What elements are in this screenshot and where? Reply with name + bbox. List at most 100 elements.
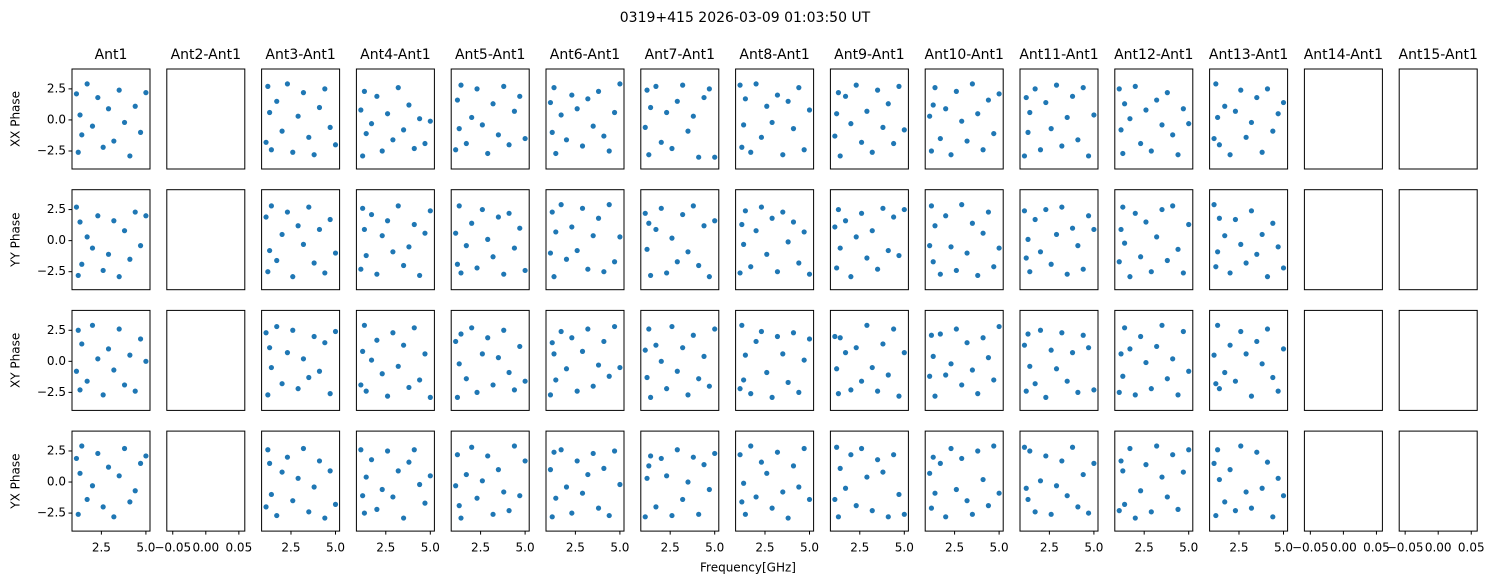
point [363, 388, 369, 394]
point [501, 489, 507, 495]
point [1148, 509, 1154, 515]
point [551, 274, 557, 280]
point [980, 147, 986, 153]
point [930, 259, 936, 265]
point [1118, 226, 1124, 233]
point [95, 356, 101, 362]
axes-frame [1019, 309, 1099, 411]
point [1064, 493, 1070, 499]
point [1091, 112, 1097, 118]
point [685, 392, 691, 398]
point [143, 358, 149, 364]
point [1025, 129, 1031, 135]
point [1215, 447, 1221, 453]
point [653, 226, 659, 233]
point [1120, 468, 1126, 474]
axes-frame [1019, 189, 1099, 291]
point [1280, 99, 1287, 106]
point [769, 505, 775, 511]
point [664, 386, 670, 392]
point [806, 336, 813, 342]
point [453, 230, 459, 236]
point [290, 498, 296, 504]
point [975, 272, 981, 279]
point [1254, 338, 1260, 345]
axes-frame [1114, 68, 1194, 170]
point [669, 235, 675, 241]
point [1021, 342, 1028, 348]
point [742, 208, 748, 214]
point [1170, 203, 1176, 209]
point [1275, 244, 1281, 250]
point [739, 221, 745, 228]
point [1085, 510, 1092, 516]
axes-frame [924, 189, 1004, 291]
point [84, 378, 90, 384]
point [848, 452, 854, 458]
point [469, 114, 475, 121]
point [479, 478, 485, 484]
point [680, 496, 686, 503]
point [964, 498, 970, 504]
y-tick-label: −2.5 [37, 385, 66, 399]
point [411, 145, 417, 152]
point [685, 479, 691, 485]
point [368, 121, 375, 127]
point [361, 226, 368, 233]
point [400, 262, 407, 269]
point [1075, 137, 1081, 143]
column-title: Ant1 [95, 47, 128, 63]
point [901, 127, 907, 133]
point [456, 361, 462, 367]
point [1164, 90, 1170, 96]
x-tick-label: 2.5 [376, 541, 395, 555]
point [1232, 508, 1239, 514]
point [1216, 476, 1222, 483]
point [511, 108, 518, 114]
point [495, 467, 501, 473]
point [263, 214, 269, 220]
point [553, 229, 559, 235]
point [835, 90, 842, 96]
point [741, 377, 747, 383]
point [595, 215, 602, 221]
point [400, 342, 407, 348]
point [969, 220, 975, 226]
point [932, 490, 938, 496]
point [611, 323, 618, 330]
point [1069, 444, 1076, 450]
point [606, 512, 612, 519]
axes-frame [71, 309, 151, 411]
point [932, 85, 938, 91]
point [1254, 94, 1260, 101]
point [569, 224, 575, 230]
point [617, 364, 623, 371]
point [121, 119, 128, 126]
point [1043, 206, 1049, 213]
point [790, 330, 797, 336]
point [127, 256, 133, 262]
point [506, 142, 512, 148]
point [1118, 458, 1124, 464]
point [411, 447, 417, 453]
point [1275, 475, 1281, 481]
point [316, 226, 323, 233]
point [453, 483, 459, 489]
point [1023, 485, 1029, 491]
point [685, 249, 691, 255]
point [1143, 219, 1149, 225]
point [601, 338, 607, 345]
point [644, 475, 650, 481]
point [1059, 204, 1065, 210]
point [1037, 249, 1044, 255]
axes-frame [450, 68, 530, 170]
point [79, 341, 85, 347]
point [485, 453, 491, 459]
x-tick-label: 5.0 [1274, 541, 1293, 555]
point [1127, 116, 1133, 122]
point [1132, 392, 1138, 398]
point [95, 94, 101, 101]
point [985, 355, 992, 361]
point [834, 111, 840, 117]
point [590, 383, 596, 389]
